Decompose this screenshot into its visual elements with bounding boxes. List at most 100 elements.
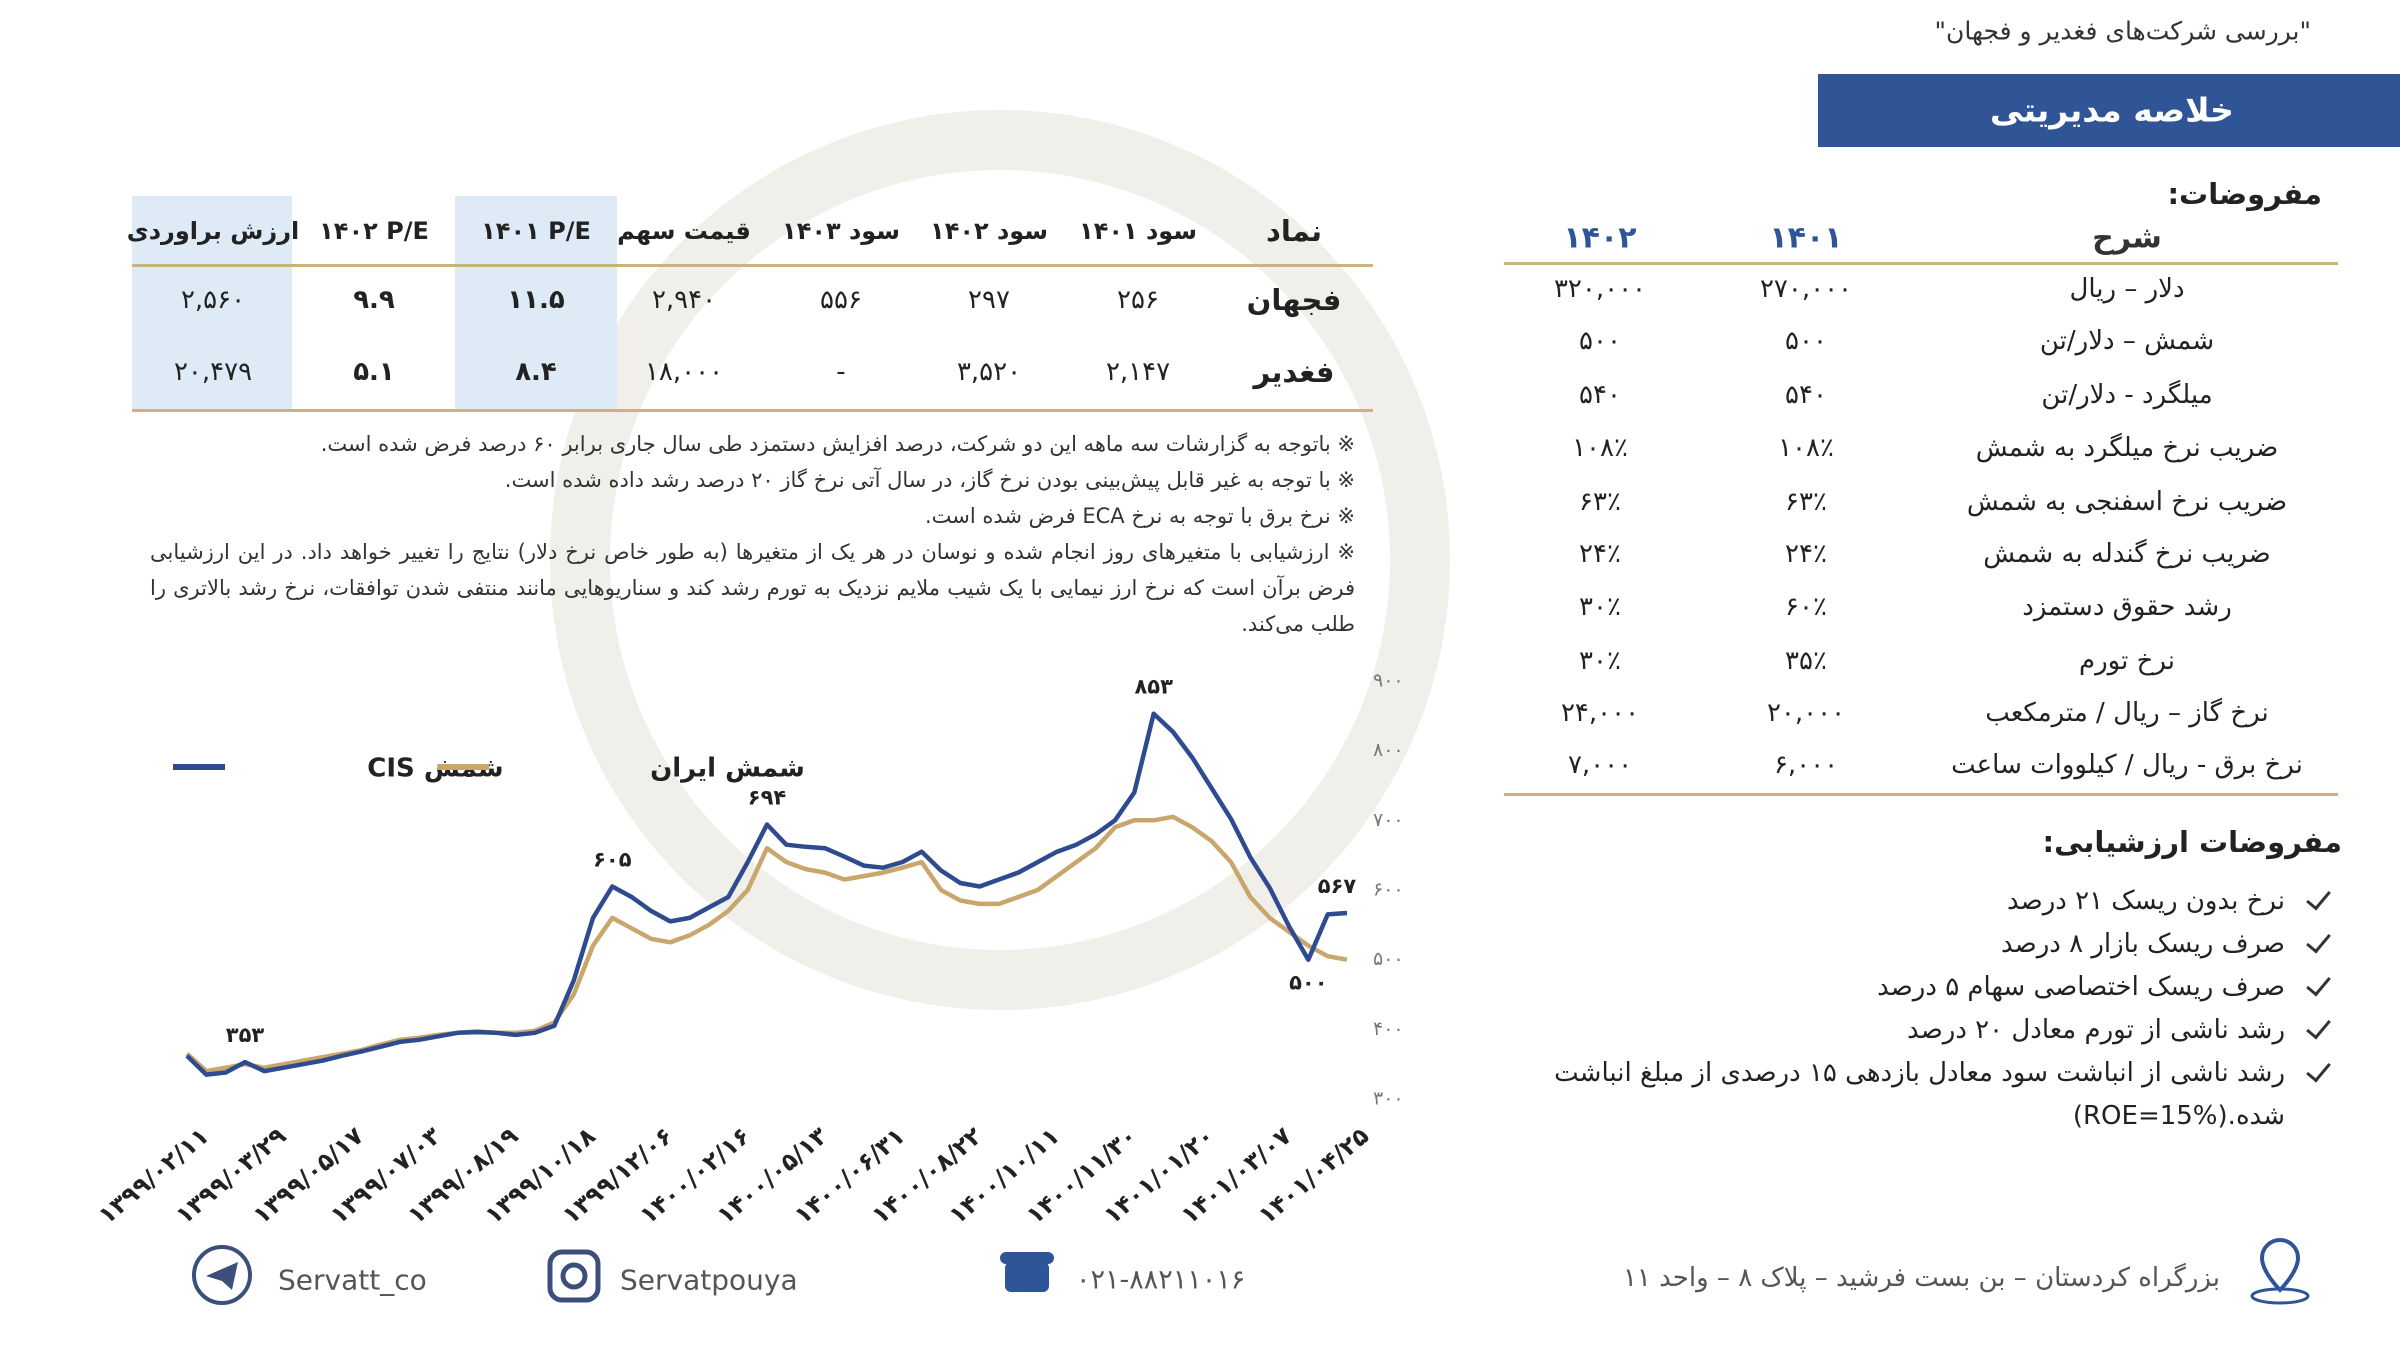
valuation-item-text: رشد ناشی از تورم معادل ۲۰ درصد bbox=[1907, 1015, 2285, 1045]
assumption-cell: ۶,۰۰۰ bbox=[1773, 750, 1839, 780]
company-header: سود ۱۴۰۱ bbox=[1079, 217, 1197, 245]
valuation-item: رشد ناشی از انباشت سود معادل بازدهی ۱۵ د… bbox=[1530, 1052, 2331, 1138]
header-title: "بررسی شرکت‌های فغدیر و فجهان" bbox=[1934, 16, 2311, 46]
assumption-cell: نرخ تورم bbox=[2079, 646, 2175, 676]
assumption-cell: ضریب نرخ میلگرد به شمش bbox=[1975, 433, 2279, 463]
y-tick-label: ۵۰۰ bbox=[1373, 948, 1404, 970]
valuation-item: نرخ بدون ریسک ۲۱ درصد bbox=[1530, 880, 2331, 923]
telegram-icon-plane bbox=[206, 1262, 238, 1290]
company-header: سود ۱۴۰۲ bbox=[930, 217, 1048, 245]
assumptions-header: شرح bbox=[2092, 220, 2162, 256]
assumption-cell: میلگرد - دلار/تن bbox=[2041, 380, 2213, 410]
assumption-cell: رشد حقوق دستمزد bbox=[2022, 592, 2232, 622]
y-tick-label: ۸۰۰ bbox=[1373, 739, 1404, 761]
assumption-cell: ۵۰۰ bbox=[1785, 326, 1827, 356]
valuation-title: مفروضات ارزشیابی: bbox=[2042, 825, 2342, 859]
valuation-item-text: صرف ریسک اختصاصی سهام ۵ درصد bbox=[1877, 972, 2285, 1002]
bottom-rule bbox=[1504, 793, 2338, 796]
assumption-cell: ۶۳٪ bbox=[1579, 487, 1621, 517]
instagram-handle: Servatpouya bbox=[620, 1263, 798, 1297]
company-header: نماد bbox=[1265, 214, 1323, 248]
assumption-cell: نرخ برق - ریال / کیلووات ساعت bbox=[1951, 750, 2303, 780]
company-cell: ۲۹۷ bbox=[968, 285, 1010, 315]
assumption-cell: ۳۲۰,۰۰۰ bbox=[1553, 274, 1647, 304]
watermark bbox=[550, 110, 1450, 1010]
company-header: ۱۴۰۱ P/E bbox=[481, 217, 591, 245]
phone-number: ۰۲۱-۸۸۲۱۱۰۱۶ bbox=[1076, 1264, 1246, 1296]
assumption-cell: نرخ گاز – ریال / مترمکعب bbox=[1985, 698, 2269, 728]
data-label: ۸۵۳ bbox=[1134, 675, 1173, 699]
assumption-cell: ۲۴٪ bbox=[1579, 539, 1621, 569]
assumptions-header: ۱۴۰۲ bbox=[1563, 220, 1637, 256]
company-cell: ۲,۵۶۰ bbox=[180, 285, 246, 315]
telegram-handle: Servatt_co bbox=[278, 1263, 427, 1297]
company-cell: - bbox=[836, 357, 846, 387]
bottom-rule bbox=[132, 409, 1373, 412]
valuation-item-text: نرخ بدون ریسک ۲۱ درصد bbox=[2006, 886, 2285, 916]
summary-title: خلاصه مدیریتی bbox=[1990, 90, 2234, 130]
company-cell: ۸.۴ bbox=[515, 357, 557, 387]
assumption-cell: ۶۳٪ bbox=[1785, 487, 1827, 517]
data-label: ۶۰۵ bbox=[593, 848, 632, 872]
company-cell: ۲,۱۴۷ bbox=[1105, 357, 1171, 387]
instagram-icon bbox=[547, 1249, 601, 1303]
company-cell: ۲۵۶ bbox=[1117, 285, 1159, 315]
y-tick-label: ۹۰۰ bbox=[1373, 670, 1404, 692]
valuation-list: نرخ بدون ریسک ۲۱ درصد صرف ریسک بازار ۸ در… bbox=[1530, 880, 2331, 1138]
instagram-icon-lens bbox=[560, 1262, 588, 1290]
assumption-cell: ۲۰,۰۰۰ bbox=[1766, 698, 1846, 728]
assumption-cell: ۲۴,۰۰۰ bbox=[1560, 698, 1640, 728]
assumption-cell: ۱۰۸٪ bbox=[1778, 433, 1834, 463]
company-cell: فغدیر bbox=[1253, 355, 1335, 389]
y-tick-label: ۶۰۰ bbox=[1373, 879, 1404, 901]
valuation-item: صرف ریسک اختصاصی سهام ۵ درصد bbox=[1530, 966, 2331, 1009]
header-rule bbox=[132, 264, 1373, 267]
company-cell: ۲۰,۴۷۹ bbox=[173, 357, 253, 387]
valuation-item: رشد ناشی از تورم معادل ۲۰ درصد bbox=[1530, 1009, 2331, 1052]
assumption-cell: ۵۴۰ bbox=[1579, 380, 1621, 410]
assumption-cell: دلار – ریال bbox=[2069, 274, 2185, 304]
valuation-item-text: صرف ریسک بازار ۸ درصد bbox=[2000, 929, 2285, 959]
assumption-cell: ۳۵٪ bbox=[1785, 646, 1827, 676]
data-label: ۳۵۳ bbox=[226, 1023, 265, 1047]
data-label: ۵۶۷ bbox=[1318, 874, 1357, 898]
company-header: سود ۱۴۰۳ bbox=[782, 217, 900, 245]
assumption-cell: ۱۰۸٪ bbox=[1572, 433, 1628, 463]
assumption-cell: ضریب نرخ گندله به شمش bbox=[1983, 539, 2271, 569]
header-rule bbox=[1504, 262, 2338, 265]
assumption-cell: ۵۴۰ bbox=[1785, 380, 1827, 410]
company-cell: ۵.۱ bbox=[353, 357, 395, 387]
address: بزرگراه کردستان – بن بست فرشید – پلاک ۸ … bbox=[1622, 1263, 2220, 1293]
location-icon bbox=[2259, 1237, 2301, 1293]
assumptions-title: مفروضات: bbox=[2167, 177, 2322, 211]
assumptions-header: ۱۴۰۱ bbox=[1769, 220, 1843, 256]
company-header: ارزش براوردی bbox=[126, 217, 300, 245]
legend-label: شمش ایران bbox=[650, 754, 805, 784]
y-tick-label: ۷۰۰ bbox=[1373, 809, 1404, 831]
assumption-cell: ۲۷۰,۰۰۰ bbox=[1759, 274, 1853, 304]
y-tick-label: ۳۰۰ bbox=[1373, 1088, 1404, 1110]
company-header: قیمت سهم bbox=[617, 217, 751, 245]
company-cell: ۱۱.۵ bbox=[507, 285, 565, 315]
phone-icon bbox=[1005, 1262, 1049, 1292]
company-cell: ۳,۵۲۰ bbox=[956, 357, 1022, 387]
assumption-cell: ۳۰٪ bbox=[1579, 592, 1621, 622]
valuation-item: صرف ریسک بازار ۸ درصد bbox=[1530, 923, 2331, 966]
highlight-column bbox=[132, 196, 292, 410]
highlight-column bbox=[455, 196, 617, 410]
company-cell: ۲,۹۴۰ bbox=[651, 285, 717, 315]
telegram-icon bbox=[192, 1245, 252, 1305]
note: ※ ارزشیابی با متغیرهای روز انجام شده و ن… bbox=[150, 540, 1355, 636]
series-line bbox=[185, 711, 1348, 1077]
notes: ※ باتوجه به گزارشات سه ماهه این دو شرکت،… bbox=[150, 426, 1355, 642]
location-icon-base bbox=[2250, 1287, 2310, 1305]
assumption-cell: ۵۰۰ bbox=[1579, 326, 1621, 356]
valuation-item-text: رشد ناشی از انباشت سود معادل بازدهی ۱۵ د… bbox=[1554, 1058, 2285, 1131]
summary-bar bbox=[1818, 74, 2400, 147]
assumption-cell: ۳۰٪ bbox=[1579, 646, 1621, 676]
note: ※ باتوجه به گزارشات سه ماهه این دو شرکت،… bbox=[320, 432, 1355, 456]
assumption-cell: شمش – دلار/تن bbox=[2039, 326, 2215, 356]
note: ※ با توجه به غیر قابل پیش‌بینی بودن نرخ … bbox=[504, 468, 1355, 492]
assumption-cell: ۲۴٪ bbox=[1785, 539, 1827, 569]
